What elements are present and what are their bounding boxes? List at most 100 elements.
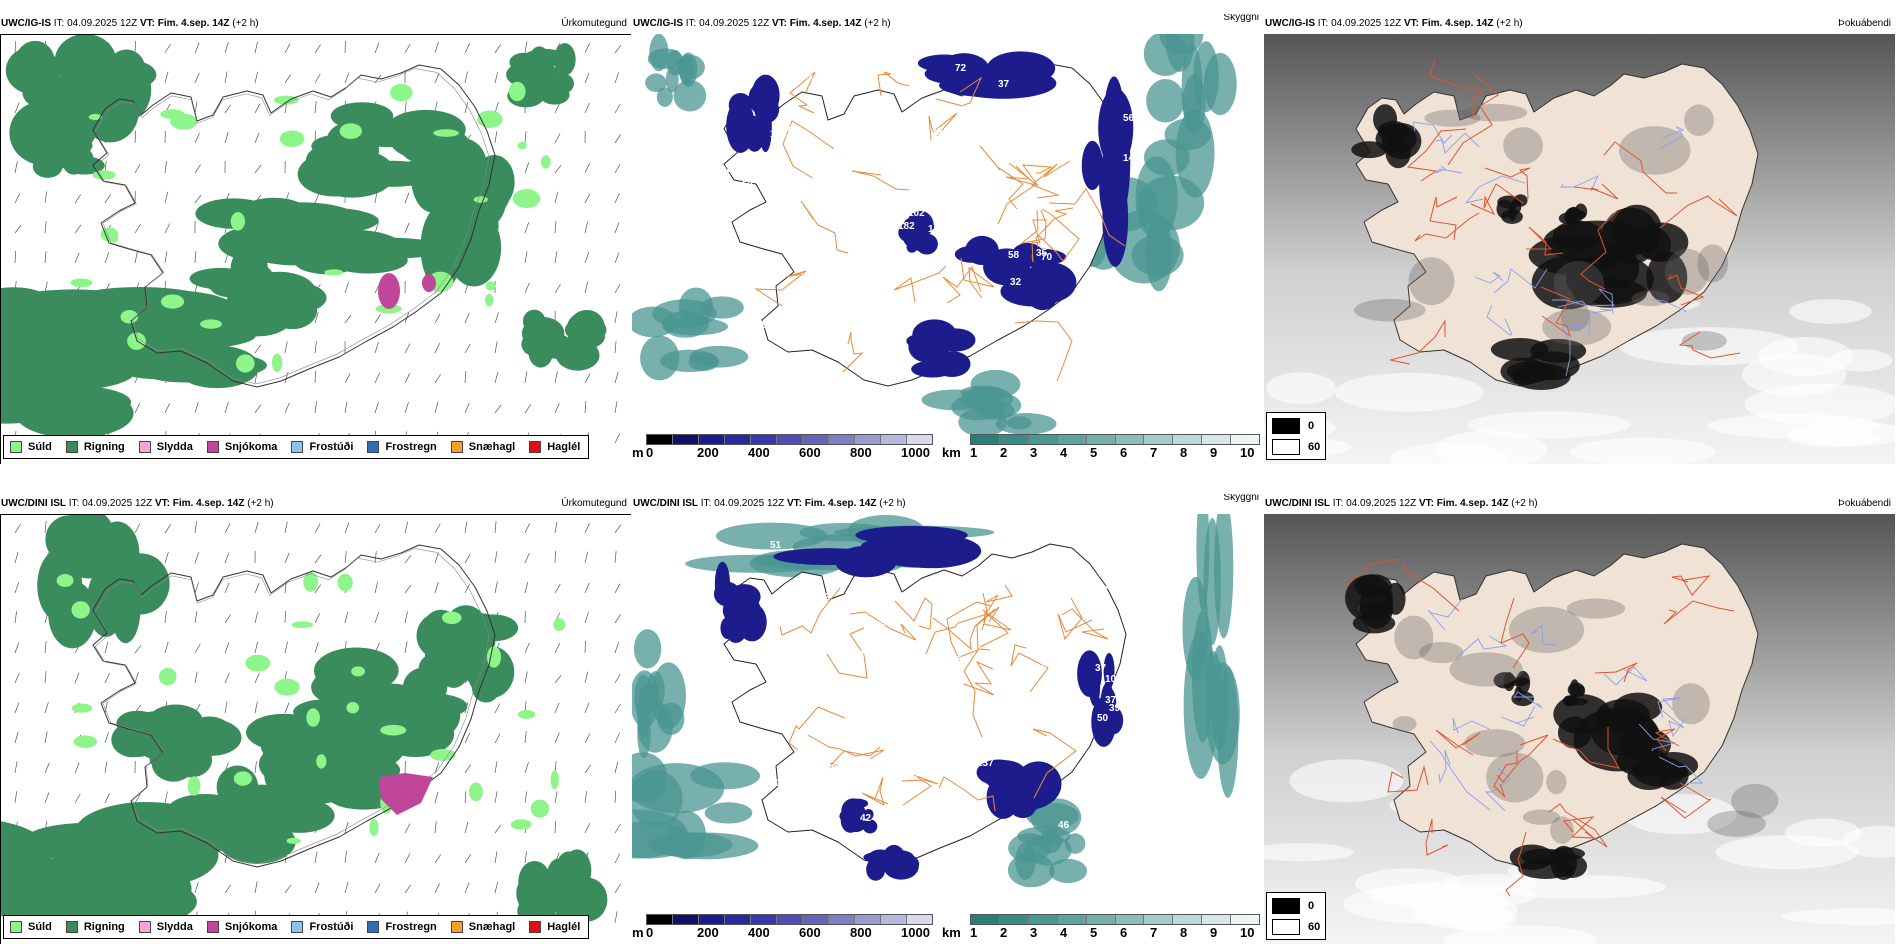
legend-item: Haglél bbox=[529, 441, 580, 453]
ceiling-value: 50 bbox=[1097, 713, 1109, 724]
precip-panel-row2: UWC/DINI ISL IT: 04.09.2025 12Z VT: Fim.… bbox=[0, 494, 631, 944]
colorbar-tick: 3 bbox=[1030, 445, 1038, 460]
colorbar-cell bbox=[699, 435, 725, 444]
colorbar-cell bbox=[673, 435, 699, 444]
ceiling-value: 113 bbox=[755, 320, 772, 331]
panel-title: Úrkomutegund bbox=[561, 18, 627, 29]
legend-label: Snæhagl bbox=[468, 441, 516, 453]
legend-label: Snjókoma bbox=[224, 921, 278, 933]
precip-legend: Súld Rigning Slydda Snjókoma Frostúði Frostre… bbox=[3, 915, 590, 939]
colorbar-tick: 5 bbox=[1090, 925, 1098, 940]
colorbar-cell bbox=[881, 435, 907, 444]
legend-swatch bbox=[65, 441, 78, 453]
ceiling-value: 33 bbox=[1097, 585, 1109, 596]
colorbar-tick: 8 bbox=[1180, 445, 1188, 460]
ceiling-value: 78 bbox=[1116, 347, 1128, 358]
legend-item: Slydda bbox=[138, 921, 193, 933]
colorbar-cell bbox=[777, 435, 803, 444]
fog-map: 0 60 bbox=[1264, 514, 1895, 944]
colorbar-cell bbox=[1144, 915, 1174, 924]
colorbar-cell bbox=[971, 435, 1000, 444]
ceiling-value: 35 bbox=[834, 343, 846, 354]
colorbar-cell bbox=[647, 915, 673, 924]
colorbar-cell bbox=[699, 915, 725, 924]
ceiling-value: 60 bbox=[810, 720, 822, 731]
legend-label: Frostúði bbox=[309, 441, 354, 453]
ceiling-value: 51 bbox=[909, 126, 921, 137]
model-name: UWC/DINI ISL bbox=[1265, 498, 1330, 509]
legend-swatch bbox=[206, 921, 219, 933]
colorbar-cell bbox=[907, 915, 932, 924]
fog-legend: 0 60 bbox=[1266, 892, 1326, 940]
legend-label: Frostregn bbox=[385, 441, 437, 453]
ceiling-value: 39 bbox=[1109, 703, 1121, 714]
legend-label: Frostúði bbox=[309, 921, 354, 933]
colorbar-strip bbox=[970, 434, 1260, 445]
colorbar-cell bbox=[1086, 435, 1116, 444]
visibility-colorbar: km 1 2 3 4 5 6 7 8 9 10 bbox=[942, 914, 1260, 942]
ceiling-value: 42 bbox=[860, 813, 872, 824]
visibility-panel-row2: UWC/DINI ISL IT: 04.09.2025 12Z VT: Fim.… bbox=[632, 494, 1263, 944]
fog-legend: 0 60 bbox=[1266, 412, 1326, 460]
panel-title: Þokuábendi bbox=[1838, 498, 1891, 509]
colorbar-tick: 1000 bbox=[901, 925, 930, 940]
colorbar-tick: 1 bbox=[970, 925, 978, 940]
ceiling-value: 137 bbox=[977, 758, 994, 769]
ceiling-value: 65 bbox=[870, 161, 882, 172]
colorbar-tick: 10 bbox=[1240, 445, 1255, 460]
colorbar-tick: 9 bbox=[1210, 445, 1218, 460]
ceiling-value: 117 bbox=[887, 654, 904, 665]
fog-legend-item: 60 bbox=[1272, 439, 1320, 455]
legend-swatch bbox=[206, 441, 219, 453]
ceiling-value: 35 bbox=[805, 698, 817, 709]
fog-panel-row2: UWC/DINI ISL IT: 04.09.2025 12Z VT: Fim.… bbox=[1264, 494, 1895, 944]
ceiling-value: 121 bbox=[970, 179, 987, 190]
panel-header: UWC/IG-IS IT: 04.09.2025 12Z VT: Fim. 4.… bbox=[1264, 14, 1895, 34]
ceiling-value: 46 bbox=[1083, 347, 1095, 358]
ceiling-value: 72 bbox=[955, 63, 967, 74]
legend-swatch bbox=[291, 921, 304, 933]
legend-swatch bbox=[450, 921, 463, 933]
ceiling-value: 58 bbox=[1008, 250, 1020, 261]
colorbar-cell bbox=[647, 435, 673, 444]
colorbar-cell bbox=[1057, 435, 1087, 444]
colorbar-cell bbox=[855, 915, 881, 924]
legend-label: Súld bbox=[28, 921, 52, 933]
legend-label: Súld bbox=[28, 441, 52, 453]
ceiling-value: 41 bbox=[920, 127, 932, 138]
legend-item: Snjókoma bbox=[206, 441, 278, 453]
colorbar-tick: 600 bbox=[799, 445, 821, 460]
model-name: UWC/DINI ISL bbox=[1, 498, 66, 509]
ceiling-value: 74 bbox=[773, 189, 785, 200]
colorbar-tick: 2 bbox=[1000, 925, 1008, 940]
ceiling-value: 98 bbox=[913, 674, 925, 685]
ceiling-value: 37 bbox=[1095, 663, 1107, 674]
fog-legend-swatch bbox=[1272, 898, 1300, 914]
colorbar-cell bbox=[751, 435, 777, 444]
fog-legend-item: 60 bbox=[1272, 919, 1320, 935]
colorbar-tick: 4 bbox=[1060, 925, 1068, 940]
ceiling-value: 154 bbox=[928, 224, 945, 235]
panel-title: Skyggni bbox=[1223, 494, 1259, 503]
ceiling-value: 182 bbox=[898, 221, 915, 232]
colorbar-cell bbox=[1144, 435, 1174, 444]
fog-legend-label: 60 bbox=[1308, 441, 1321, 453]
colorbar-cell bbox=[725, 435, 751, 444]
legend-item: Rigning bbox=[65, 441, 125, 453]
ceiling-value: 46 bbox=[1058, 820, 1070, 831]
ceiling-value: 48 bbox=[1022, 677, 1034, 688]
ceiling-value: 65 bbox=[1034, 96, 1046, 107]
ceiling-value: 53 bbox=[742, 180, 754, 191]
legend-label: Snjókoma bbox=[224, 441, 278, 453]
colorbar-cell bbox=[999, 435, 1029, 444]
fog-legend-label: 0 bbox=[1308, 900, 1315, 912]
ceiling-value: 82 bbox=[769, 737, 781, 748]
colorbar-unit: m bbox=[632, 445, 644, 460]
ceiling-value: 41 bbox=[770, 778, 782, 789]
ceiling-value: 49 bbox=[931, 127, 943, 138]
colorbar-unit: km bbox=[942, 925, 961, 940]
panel-title: Úrkomutegund bbox=[561, 498, 627, 509]
ceiling-value: 52 bbox=[755, 334, 767, 345]
precip-map: Súld Rigning Slydda Snjókoma Frostúði Frostre… bbox=[0, 514, 631, 944]
ceiling-colorbar: m 0 200 400 600 800 1000 bbox=[632, 434, 933, 462]
